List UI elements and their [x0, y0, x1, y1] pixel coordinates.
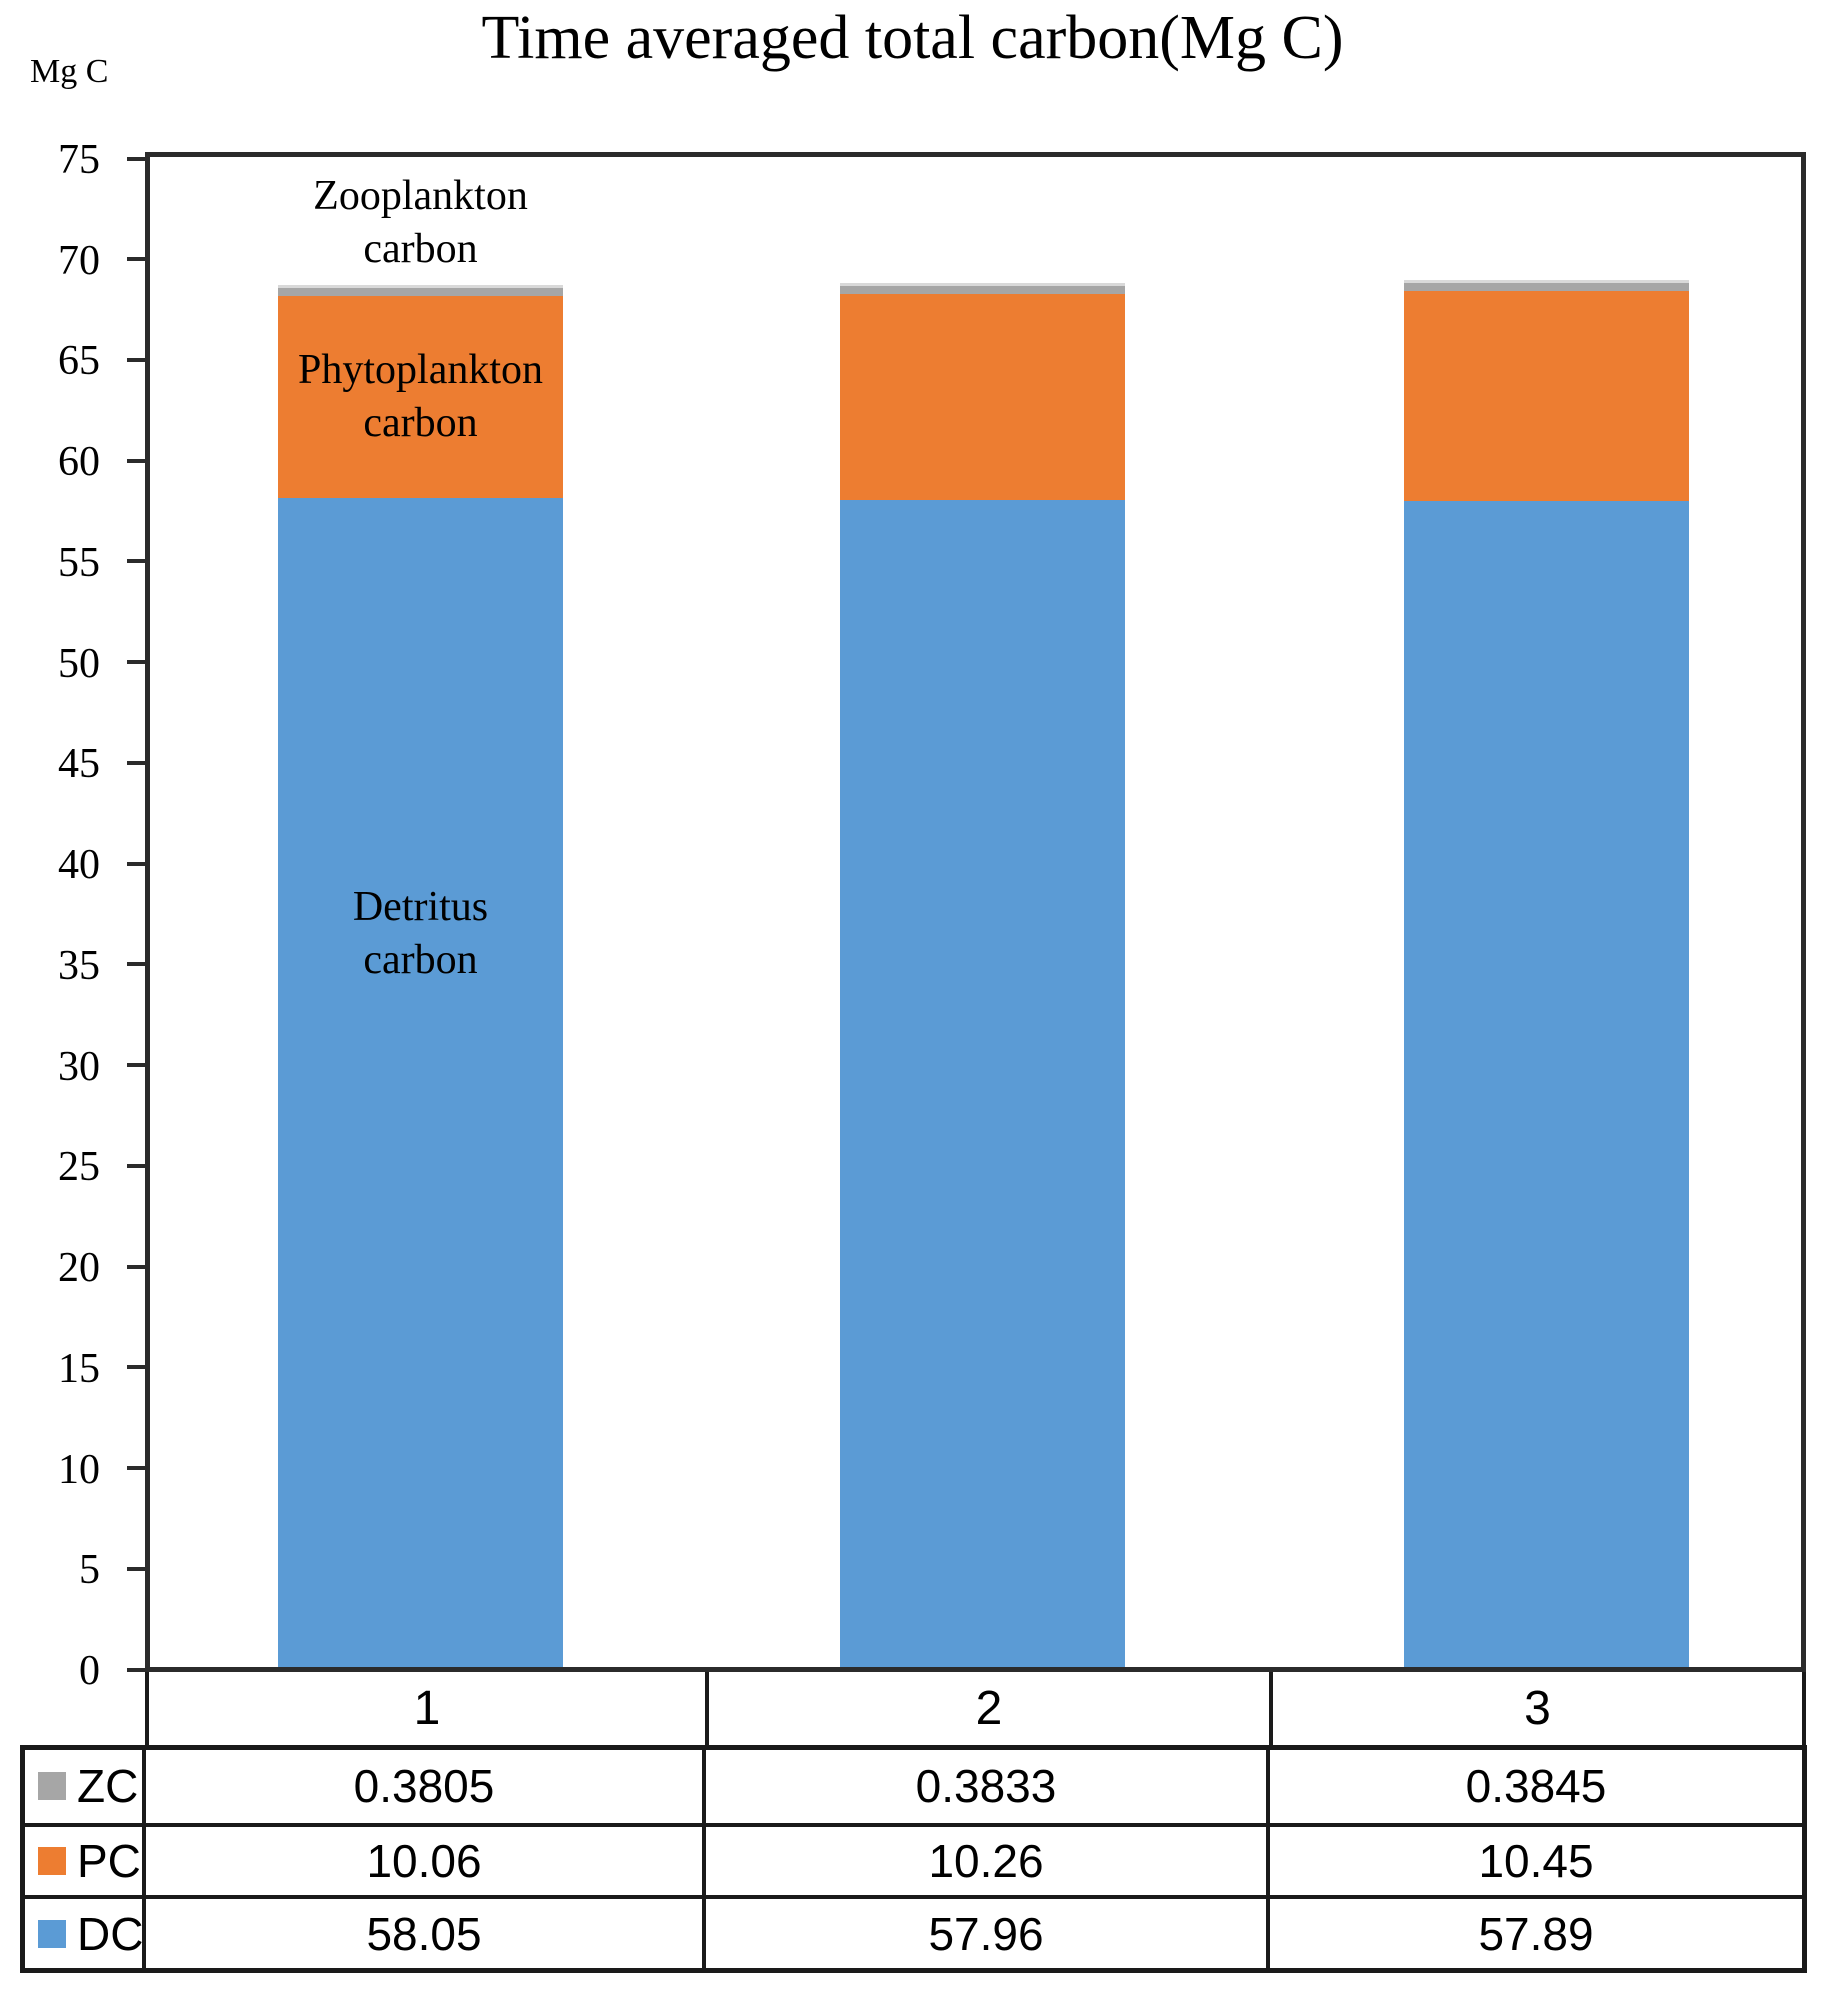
y-axis: 0 5 10 15 20 25 30 35 40 45 50 55 60 65 70 75 [0, 137, 145, 1694]
y-tick-30 [127, 1063, 145, 1068]
y-tick-35 [127, 962, 145, 967]
y-tick-20 [127, 1264, 145, 1269]
y-tick-label-35: 35 [58, 942, 100, 989]
category-cell-2: 2 [709, 1672, 1273, 1745]
value-cell-zc-2: 0.3833 [706, 1750, 1270, 1823]
table-row-header-DC: DC [25, 1895, 146, 1968]
bar-3 [1404, 280, 1689, 1667]
y-tick-45 [127, 760, 145, 765]
y-tick-label-5: 5 [79, 1547, 100, 1594]
legend-swatch-zc-icon [38, 1772, 66, 1801]
row-label-DC: DC [77, 1907, 144, 1960]
y-tick-label-15: 15 [58, 1345, 100, 1392]
annotations-layer: Zooplankton carbon Phytoplankton carbon De… [150, 157, 1801, 1667]
bar-segment-zc-1 [278, 285, 563, 296]
bar-segment-pc-3 [1404, 291, 1689, 502]
y-tick-10 [127, 1466, 145, 1471]
category-cell-3: 3 [1524, 1682, 1551, 1735]
table-row-header-ZC: ZC [25, 1750, 146, 1823]
row-label-ZC: ZC [77, 1760, 139, 1813]
y-tick-label-50: 50 [58, 640, 100, 687]
bar-segment-zc-2 [840, 282, 1125, 294]
y-tick-40 [127, 861, 145, 866]
y-tick-75 [127, 156, 145, 161]
y-axis-unit-label: Mg C [30, 53, 109, 90]
y-tick-label-75: 75 [58, 137, 100, 183]
data-table: ZC 0.3805 0.3833 0.3845 PC 10.06 10.26 10.45 DC 5… [20, 1745, 1807, 1973]
y-tick-55 [127, 559, 145, 564]
row-label-PC: PC [77, 1834, 141, 1887]
annotation-above-bar-1: Zooplankton carbon [313, 173, 528, 273]
y-tick-0 [127, 1667, 145, 1672]
y-tick-label-70: 70 [58, 237, 100, 284]
y-tick-label-20: 20 [58, 1245, 100, 1292]
bar-segment-pc-2 [840, 293, 1125, 501]
bars-layer [150, 157, 1801, 1667]
plot-area: Zooplankton carbon Phytoplankton carbon De… [145, 152, 1806, 1672]
bar-2 [840, 282, 1125, 1667]
value-cell-dc-1: 58.05 [146, 1895, 706, 1968]
bar-1 [278, 285, 563, 1667]
y-tick-label-55: 55 [58, 539, 100, 586]
bar-segment-zc-3 [1404, 280, 1689, 292]
y-tick-label-10: 10 [58, 1446, 100, 1493]
category-cell-1: 1 [149, 1672, 709, 1745]
value-cell-dc-2: 57.96 [706, 1895, 1270, 1968]
y-tick-label-0: 0 [79, 1648, 100, 1694]
y-tick-5 [127, 1566, 145, 1571]
bar-segment-pc-1 [278, 295, 563, 499]
value-cell-zc-3: 0.3845 [1465, 1760, 1607, 1813]
y-tick-label-60: 60 [58, 439, 100, 486]
y-tick-label-40: 40 [58, 842, 100, 889]
y-tick-label-25: 25 [58, 1144, 100, 1191]
y-tick-60 [127, 458, 145, 463]
chart-title: Time averaged total carbon(Mg C) [481, 4, 1344, 72]
annotation-dc-segment-bar-1: Detritus carbon [352, 884, 489, 984]
table-row-header-PC: PC [25, 1822, 146, 1896]
bar-segment-dc-3 [1404, 501, 1689, 1667]
y-tick-50 [127, 660, 145, 665]
y-tick-25 [127, 1163, 145, 1168]
y-tick-65 [127, 357, 145, 362]
y-tick-label-65: 65 [58, 338, 100, 385]
bar-segment-dc-1 [278, 498, 563, 1667]
bar-segment-dc-2 [840, 500, 1125, 1667]
y-tick-label-45: 45 [58, 741, 100, 788]
annotation-pc-segment-bar-1: Phytoplankton carbon [297, 347, 544, 446]
value-cell-pc-3: 10.45 [1270, 1822, 1802, 1896]
y-tick-70 [127, 257, 145, 262]
legend-swatch-pc-icon [38, 1846, 66, 1875]
value-cell-zc-1: 0.3805 [146, 1750, 706, 1823]
legend-swatch-dc-icon [38, 1919, 66, 1948]
y-tick-label-30: 30 [58, 1043, 100, 1090]
value-cell-pc-2: 10.26 [706, 1822, 1270, 1896]
value-cell-dc-3: 57.89 [1270, 1895, 1802, 1968]
value-cell-pc-1: 10.06 [146, 1822, 706, 1896]
y-tick-15 [127, 1365, 145, 1370]
